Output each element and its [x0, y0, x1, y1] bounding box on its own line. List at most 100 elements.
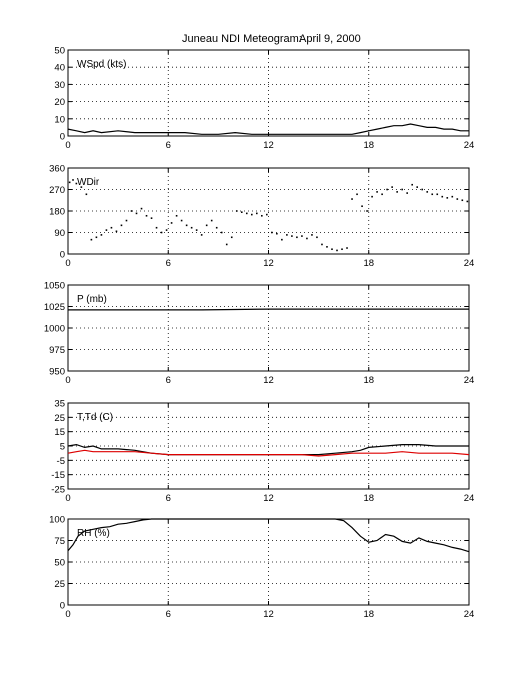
data-point [210, 219, 213, 222]
data-point [135, 212, 138, 215]
y-tick-label: 0 [60, 601, 65, 612]
data-point [406, 192, 408, 194]
data-point [416, 186, 419, 188]
data-point [165, 229, 168, 231]
data-point [220, 231, 223, 234]
data-point [336, 249, 338, 252]
y-tick-label: 100 [49, 515, 65, 526]
data-point [391, 186, 393, 188]
data-point [261, 214, 263, 217]
data-point [346, 247, 348, 249]
x-tick-label: 0 [65, 493, 70, 504]
panel-2: 0 6 12 18 24 950 975 1000 1025 1050 P (mb) [44, 281, 474, 387]
x-tick-label: 0 [65, 258, 70, 269]
data-point [296, 236, 298, 239]
y-tick-label: 30 [54, 80, 65, 91]
data-point [326, 246, 328, 248]
data-point [190, 226, 193, 229]
data-point [120, 224, 123, 227]
x-tick-label: 6 [166, 140, 171, 151]
data-point [155, 226, 158, 229]
data-point [150, 217, 153, 219]
data-point [130, 210, 133, 212]
panel-4: 0 6 12 18 24 0 25 50 75 100 RH (%) [49, 515, 474, 621]
x-tick-label: 0 [65, 375, 70, 386]
x-tick-label: 0 [65, 609, 70, 620]
y-tick-label: 40 [54, 63, 65, 74]
data-point [351, 198, 353, 200]
data-point [321, 243, 323, 246]
x-tick-label: 18 [363, 258, 374, 269]
x-tick-label: 6 [166, 375, 171, 386]
x-tick-label: 24 [464, 140, 475, 151]
x-tick-label: 0 [65, 140, 70, 151]
panel-label: WDir [77, 177, 100, 188]
data-point [436, 193, 439, 196]
data-point [175, 214, 178, 217]
y-tick-label: 360 [49, 164, 65, 175]
y-tick-label: -5 [57, 456, 65, 467]
x-tick-label: 12 [263, 493, 274, 504]
data-point [371, 195, 373, 198]
data-point [271, 231, 273, 234]
y-tick-label: -15 [51, 470, 65, 481]
y-tick-label: 1025 [44, 302, 65, 313]
data-point [250, 213, 253, 216]
data-point [80, 186, 83, 188]
data-point [276, 232, 278, 235]
data-point [466, 200, 469, 203]
data-point [426, 191, 429, 193]
data-point [356, 193, 358, 196]
panel-1: 0 6 12 18 24 0 90 180 270 360 WDir [49, 164, 474, 270]
x-tick-label: 18 [363, 140, 374, 151]
data-point [205, 224, 208, 227]
x-tick-label: 18 [363, 375, 374, 386]
x-tick-label: 12 [263, 140, 274, 151]
data-point [341, 248, 343, 251]
data-point [461, 199, 464, 202]
y-tick-label: 90 [54, 228, 65, 239]
y-tick-label: 270 [49, 185, 65, 196]
data-point [115, 230, 118, 233]
data-point [286, 234, 288, 236]
panel-label: WSpd (kts) [77, 59, 126, 70]
panel-label: P (mb) [77, 294, 107, 305]
data-point [306, 237, 308, 240]
panel-label: RH (%) [77, 528, 110, 539]
data-point [401, 188, 403, 191]
data-point [381, 193, 383, 196]
y-tick-label: 180 [49, 207, 65, 218]
data-point [256, 212, 258, 215]
data-point [75, 182, 78, 185]
x-tick-label: 24 [464, 493, 475, 504]
data-point [446, 197, 449, 199]
x-tick-label: 12 [263, 258, 274, 269]
data-point [145, 214, 148, 217]
x-tick-label: 12 [263, 375, 274, 386]
data-point [421, 188, 424, 191]
y-tick-label: 0 [60, 250, 65, 261]
figure-date: April 9, 2000 [299, 33, 361, 45]
data-point [185, 224, 188, 227]
data-point [100, 234, 103, 236]
data-point [316, 236, 318, 239]
panel-0: 0 6 12 18 24 0 10 20 30 40 50 WSpd (kts) [54, 46, 474, 152]
x-tick-label: 18 [363, 493, 374, 504]
data-point [456, 198, 459, 200]
data-point [68, 181, 71, 184]
panel-label: T,Td (C) [77, 412, 113, 423]
data-point [85, 193, 88, 196]
data-point [240, 211, 243, 213]
data-point [245, 212, 248, 215]
x-tick-label: 18 [363, 609, 374, 620]
data-point [266, 213, 268, 216]
y-tick-label: 20 [54, 97, 65, 108]
y-tick-label: 1050 [44, 281, 65, 292]
y-tick-label: 950 [49, 367, 65, 378]
y-tick-label: 15 [54, 427, 65, 438]
data-point [411, 183, 413, 186]
y-tick-label: 25 [54, 413, 65, 424]
y-tick-label: 0 [60, 132, 65, 143]
